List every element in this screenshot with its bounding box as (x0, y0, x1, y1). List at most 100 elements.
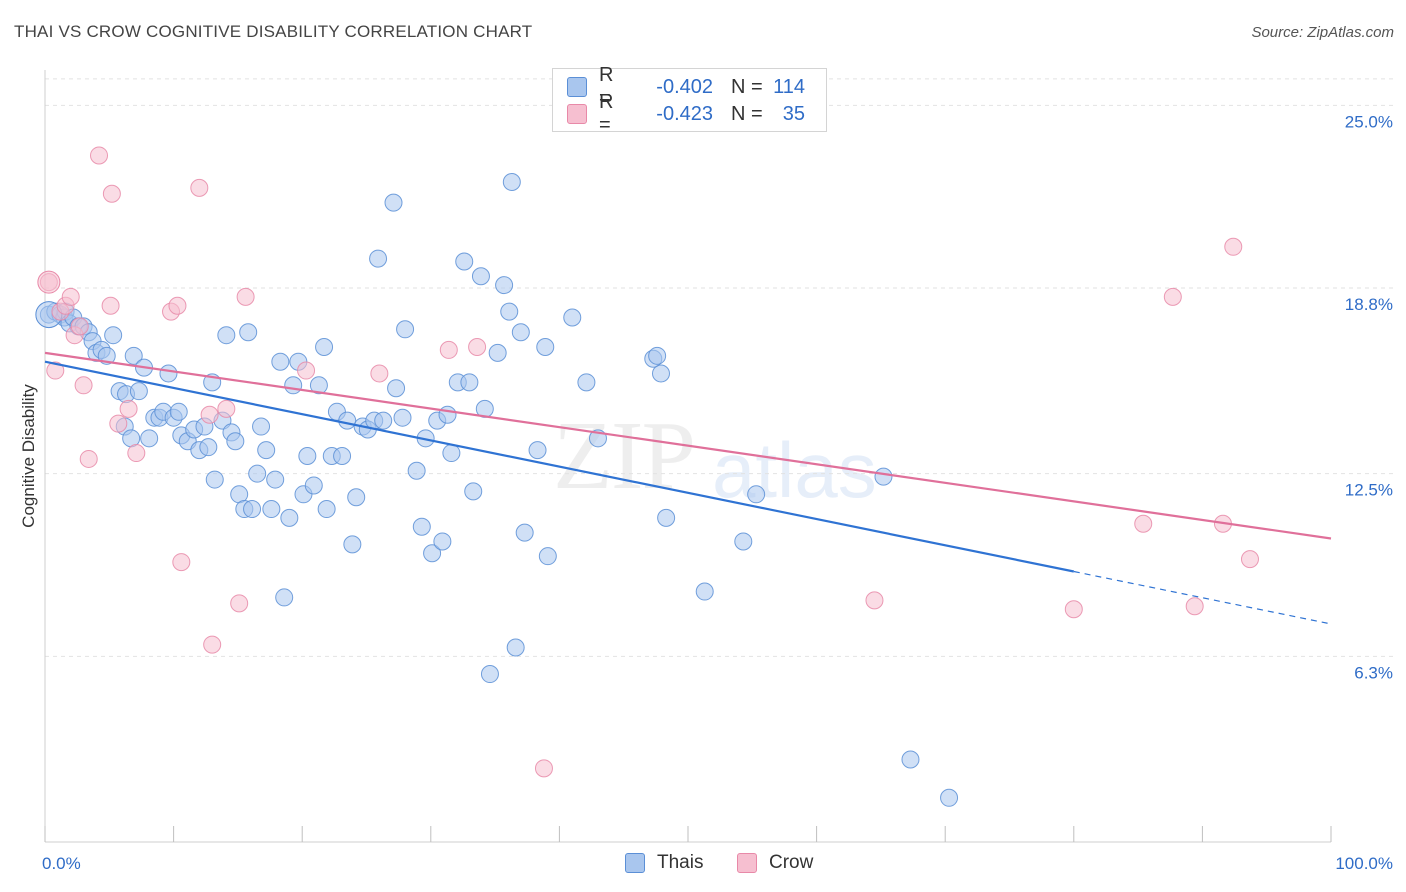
trend-lines (44, 351, 1332, 625)
point-thais-65 (343, 535, 362, 554)
legend-row-thais: R = -0.402 N = 114 (567, 64, 805, 109)
x-tick-label-0: 0.0% (42, 854, 81, 873)
point-thais-110 (747, 485, 766, 504)
point-thais-98 (528, 441, 547, 460)
point-thais-93 (500, 302, 519, 321)
trend-line-thais (44, 360, 1075, 573)
legend-item-thais[interactable]: Thais (625, 852, 703, 874)
point-crow-30 (1064, 600, 1083, 619)
point-thais-43 (239, 323, 258, 342)
point-thais-50 (271, 352, 290, 371)
point-crow-36 (1240, 550, 1259, 569)
point-thais-51 (275, 588, 294, 607)
point-crow-14 (127, 444, 146, 463)
y-tick-label-3: 25.0% (1345, 112, 1393, 131)
legend-n-value-thais: 114 (773, 75, 805, 98)
point-crow-32 (1163, 287, 1182, 306)
point-thais-14 (104, 326, 123, 345)
point-crow-12 (109, 414, 128, 433)
series-crow (37, 146, 1259, 778)
point-thais-71 (374, 411, 393, 430)
legend-r-value-thais: -0.402 (656, 75, 713, 98)
point-crow-8 (79, 449, 98, 468)
legend-r-value-crow: -0.423 (656, 102, 713, 125)
legend-label-crow: Crow (769, 852, 814, 873)
point-thais-107 (657, 508, 676, 527)
point-thais-36 (205, 470, 224, 489)
point-thais-40 (226, 432, 245, 451)
point-crow-18 (190, 178, 209, 197)
point-crow-31 (1134, 514, 1153, 533)
point-thais-95 (506, 638, 525, 657)
series-thais (35, 172, 959, 807)
point-crow-1 (46, 361, 65, 380)
legend-item-crow[interactable]: Crow (737, 852, 813, 874)
point-thais-64 (338, 411, 357, 430)
point-thais-96 (511, 323, 530, 342)
legend-n-label: N = (731, 102, 763, 125)
point-thais-49 (266, 470, 285, 489)
point-thais-94 (502, 172, 521, 191)
point-thais-109 (734, 532, 753, 551)
series-legend: Thais Crow (0, 852, 1406, 876)
point-crow-20 (203, 635, 222, 654)
point-crow-cluster (37, 270, 61, 294)
y-tick-label-0: 6.3% (1354, 663, 1393, 682)
point-thais-58 (309, 376, 328, 395)
point-thais-48 (262, 500, 281, 519)
point-crow-4 (61, 287, 80, 306)
point-crow-28 (534, 759, 553, 778)
point-thais-44 (243, 500, 262, 519)
legend-r-label: R = (599, 64, 614, 109)
point-thais-82 (438, 405, 457, 424)
legend-label-thais: Thais (657, 852, 704, 873)
point-crow-29 (865, 591, 884, 610)
watermark-zip: ZIP (553, 402, 696, 510)
point-thais-83 (442, 444, 461, 463)
point-thais-63 (333, 447, 352, 465)
point-thais-47 (257, 441, 276, 460)
point-thais-38 (217, 326, 236, 345)
y-tick-label-2: 18.8% (1345, 295, 1393, 314)
point-crow-9 (90, 146, 109, 165)
point-thais-76 (407, 461, 426, 480)
chart-source: Source: ZipAtlas.com (1251, 24, 1394, 41)
point-thais-113 (874, 467, 893, 486)
point-thais-26 (159, 364, 178, 383)
point-thais-102 (577, 373, 596, 392)
point-crow-17 (172, 553, 191, 572)
point-crow-27 (468, 337, 487, 356)
point-thais-72 (384, 193, 403, 212)
point-thais-86 (460, 373, 479, 392)
point-crow-24 (297, 361, 316, 380)
point-thais-66 (347, 488, 366, 507)
point-thais-57 (304, 476, 323, 495)
trend-line-crow (44, 351, 1332, 540)
legend-swatch-crow (567, 104, 587, 124)
x-tick-label-1: 100.0% (1335, 854, 1393, 873)
point-crow-10 (102, 184, 121, 203)
point-thais-108 (695, 582, 714, 601)
point-thais-111 (901, 750, 920, 769)
point-thais-53 (284, 376, 303, 395)
point-crow-11 (101, 296, 120, 315)
point-thais-88 (471, 267, 490, 286)
point-thais-97 (515, 523, 534, 542)
chart-title: THAI VS CROW COGNITIVE DISABILITY CORREL… (14, 22, 533, 41)
point-crow-22 (230, 594, 249, 613)
trend-line-thais-dashed (1073, 570, 1332, 625)
point-thais-34 (199, 438, 218, 457)
point-thais-20 (129, 382, 148, 401)
point-thais-19 (124, 346, 143, 365)
point-thais-112 (940, 788, 959, 807)
point-thais-75 (396, 320, 415, 339)
legend-swatch-thais (625, 853, 645, 873)
point-thais-79 (423, 544, 442, 563)
legend-n-value-crow: 35 (782, 102, 805, 125)
point-thais-59 (315, 337, 334, 356)
point-thais-22 (140, 429, 159, 448)
grid-lines (45, 78, 1395, 657)
point-thais-106 (651, 364, 670, 383)
point-crow-21 (217, 399, 236, 418)
point-crow-7 (74, 376, 93, 395)
